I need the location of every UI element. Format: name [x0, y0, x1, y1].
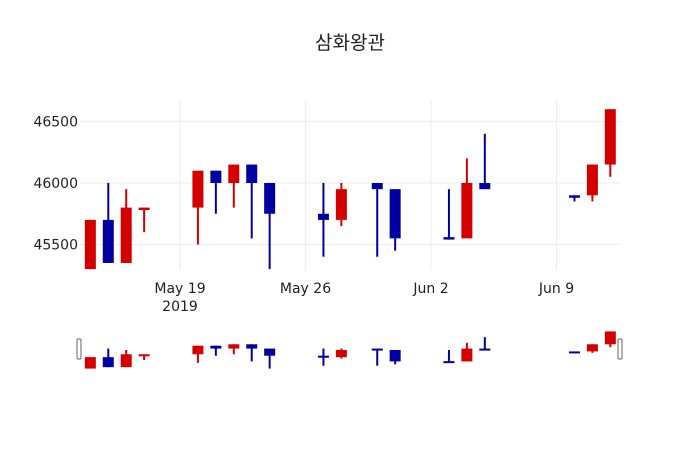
slider-candle: [317, 348, 329, 366]
candles: [84, 109, 616, 270]
candle: [120, 189, 132, 263]
slider-candle: [102, 348, 114, 368]
y-tick-label: 45500: [33, 238, 78, 254]
x-axis-ticks: May 19 2019 May 26 Jun 2 Jun 9: [154, 281, 574, 315]
slider-candle: [264, 348, 276, 369]
candle: [138, 207, 150, 233]
slider-candle: [568, 351, 580, 354]
x-tick-label: May 26: [280, 281, 331, 297]
candle: [317, 183, 329, 257]
range-slider-right-handle[interactable]: [617, 338, 623, 360]
slider-candle: [604, 331, 616, 348]
gridlines: [80, 100, 620, 270]
slider-candle: [586, 344, 598, 353]
candle: [586, 164, 598, 202]
candle: [389, 189, 401, 251]
candle: [443, 189, 455, 240]
range-slider[interactable]: [76, 331, 623, 369]
candle: [264, 183, 276, 270]
candle: [210, 170, 222, 214]
chart-title: 삼화왕관: [315, 32, 385, 54]
slider-candle: [371, 348, 383, 366]
slider-candle: [84, 357, 96, 369]
slider-candle: [210, 345, 222, 356]
candle: [479, 133, 491, 190]
y-tick-label: 46000: [33, 176, 78, 192]
slider-candle: [228, 344, 240, 355]
candle: [371, 183, 383, 257]
range-slider-left-handle[interactable]: [76, 338, 82, 360]
candle: [102, 183, 114, 263]
slider-candle: [246, 344, 258, 362]
x-tick-label: Jun 9: [538, 281, 574, 297]
slider-candle: [479, 337, 491, 351]
candle: [246, 164, 258, 239]
slider-candle: [443, 350, 455, 364]
candle: [568, 195, 580, 202]
candle: [228, 164, 240, 208]
y-tick-label: 46500: [33, 115, 78, 131]
candle: [84, 219, 96, 270]
x-tick-label: May 19: [154, 281, 205, 297]
slider-candle: [192, 345, 204, 363]
candle: [192, 170, 204, 245]
x-tick-year: 2019: [162, 299, 198, 315]
slider-candle: [389, 350, 401, 365]
slider-candle: [461, 342, 473, 362]
slider-candle: [138, 354, 150, 360]
candle: [461, 158, 473, 239]
y-axis-ticks: 45500 46000 46500: [33, 115, 78, 254]
slider-candle: [120, 350, 132, 368]
slider-candle: [335, 348, 347, 359]
x-tick-label: Jun 2: [412, 281, 448, 297]
candle: [604, 109, 616, 177]
candle: [335, 183, 347, 227]
